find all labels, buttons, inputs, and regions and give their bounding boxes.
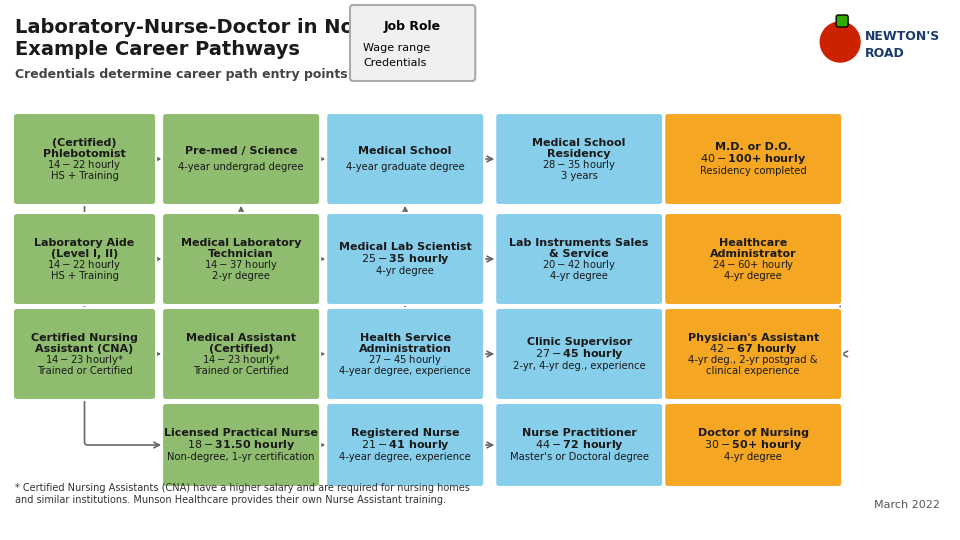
FancyBboxPatch shape bbox=[162, 213, 320, 305]
Text: M.D. or D.O.: M.D. or D.O. bbox=[715, 142, 791, 152]
Text: Licensed Practical Nurse: Licensed Practical Nurse bbox=[164, 428, 318, 438]
Text: 4-yr degree: 4-yr degree bbox=[550, 271, 608, 281]
Text: $21 - $41 hourly: $21 - $41 hourly bbox=[361, 438, 449, 452]
Text: Job Role: Job Role bbox=[384, 20, 442, 33]
Text: $18 - $31.50 hourly: $18 - $31.50 hourly bbox=[187, 438, 296, 452]
FancyBboxPatch shape bbox=[162, 403, 320, 487]
Text: 2-yr degree: 2-yr degree bbox=[212, 271, 270, 281]
Text: HS + Training: HS + Training bbox=[51, 271, 118, 281]
Text: Wage range: Wage range bbox=[363, 43, 430, 53]
Text: Medical School: Medical School bbox=[533, 138, 626, 148]
FancyBboxPatch shape bbox=[326, 113, 484, 205]
Text: 4-yr deg., 2-yr postgrad &: 4-yr deg., 2-yr postgrad & bbox=[688, 355, 818, 365]
Text: HS + Training: HS + Training bbox=[51, 171, 118, 181]
Text: Non-degree, 1-yr certification: Non-degree, 1-yr certification bbox=[167, 452, 315, 462]
Text: Residency: Residency bbox=[547, 149, 611, 159]
FancyBboxPatch shape bbox=[326, 308, 484, 400]
Text: (Certified): (Certified) bbox=[209, 344, 274, 354]
Text: Pre-med / Science: Pre-med / Science bbox=[185, 146, 298, 156]
Text: 4-yr degree: 4-yr degree bbox=[724, 271, 782, 281]
Text: 4-year undergrad degree: 4-year undergrad degree bbox=[179, 162, 304, 172]
Text: $25 - $35 hourly: $25 - $35 hourly bbox=[361, 252, 449, 266]
Text: $42 - $67 hourly: $42 - $67 hourly bbox=[708, 342, 798, 356]
Text: Trained or Certified: Trained or Certified bbox=[193, 366, 289, 376]
FancyBboxPatch shape bbox=[350, 5, 475, 81]
Text: Clinic Supervisor: Clinic Supervisor bbox=[526, 337, 632, 347]
Text: Example Career Pathways: Example Career Pathways bbox=[15, 40, 300, 59]
Text: Nurse Practitioner: Nurse Practitioner bbox=[521, 428, 636, 438]
FancyBboxPatch shape bbox=[664, 213, 842, 305]
Text: Residency completed: Residency completed bbox=[700, 166, 806, 176]
Text: Medical School: Medical School bbox=[358, 146, 452, 156]
Text: Certified Nursing: Certified Nursing bbox=[31, 333, 138, 343]
Text: 3 years: 3 years bbox=[561, 171, 598, 181]
Text: Assistant (CNA): Assistant (CNA) bbox=[36, 344, 133, 354]
Text: Master's or Doctoral degree: Master's or Doctoral degree bbox=[510, 452, 649, 462]
Text: March 2022: March 2022 bbox=[874, 500, 940, 510]
Circle shape bbox=[820, 22, 860, 62]
Text: 4-year degree, experience: 4-year degree, experience bbox=[339, 366, 471, 376]
Text: Medical Lab Scientist: Medical Lab Scientist bbox=[339, 242, 471, 252]
Text: Administration: Administration bbox=[359, 344, 451, 354]
Text: Healthcare: Healthcare bbox=[719, 238, 787, 248]
Text: $14 - $23 hourly*: $14 - $23 hourly* bbox=[45, 353, 124, 367]
FancyBboxPatch shape bbox=[12, 113, 156, 205]
Text: $40 - $100+ hourly: $40 - $100+ hourly bbox=[700, 152, 806, 166]
Text: $14 - $22 hourly: $14 - $22 hourly bbox=[47, 158, 122, 172]
Text: $27 - $45 hourly: $27 - $45 hourly bbox=[368, 353, 443, 367]
FancyBboxPatch shape bbox=[495, 113, 663, 205]
FancyBboxPatch shape bbox=[664, 308, 842, 400]
FancyBboxPatch shape bbox=[162, 113, 320, 205]
Text: $27 - $45 hourly: $27 - $45 hourly bbox=[535, 347, 624, 361]
Text: $30 - $50+ hourly: $30 - $50+ hourly bbox=[704, 438, 803, 452]
FancyBboxPatch shape bbox=[495, 213, 663, 305]
Text: & Service: & Service bbox=[549, 249, 609, 259]
Text: Credentials determine career path entry points: Credentials determine career path entry … bbox=[15, 68, 348, 81]
Text: Phlebotomist: Phlebotomist bbox=[43, 149, 126, 159]
Text: Doctor of Nursing: Doctor of Nursing bbox=[698, 428, 808, 438]
Text: Laboratory Aide: Laboratory Aide bbox=[35, 238, 134, 248]
Text: $28 - $35 hourly: $28 - $35 hourly bbox=[542, 158, 616, 172]
Text: Registered Nurse: Registered Nurse bbox=[351, 428, 460, 438]
Text: * Certified Nursing Assistants (CNA) have a higher salary and are required for n: * Certified Nursing Assistants (CNA) hav… bbox=[15, 483, 469, 504]
FancyBboxPatch shape bbox=[495, 403, 663, 487]
Text: Credentials: Credentials bbox=[363, 58, 426, 68]
Text: Medical Assistant: Medical Assistant bbox=[186, 333, 296, 343]
FancyBboxPatch shape bbox=[12, 308, 156, 400]
FancyBboxPatch shape bbox=[836, 15, 848, 27]
Text: clinical experience: clinical experience bbox=[707, 366, 800, 376]
Text: (Level I, II): (Level I, II) bbox=[51, 249, 118, 259]
Text: Trained or Certified: Trained or Certified bbox=[36, 366, 132, 376]
Text: $44 - $72 hourly: $44 - $72 hourly bbox=[535, 438, 624, 452]
Text: Medical Laboratory: Medical Laboratory bbox=[180, 238, 301, 248]
FancyBboxPatch shape bbox=[326, 213, 484, 305]
Text: NEWTON'S
ROAD: NEWTON'S ROAD bbox=[865, 30, 940, 60]
Text: Laboratory-Nurse-Doctor in Northwest MI: Laboratory-Nurse-Doctor in Northwest MI bbox=[15, 18, 472, 37]
FancyBboxPatch shape bbox=[664, 113, 842, 205]
FancyBboxPatch shape bbox=[12, 213, 156, 305]
Text: $20 - $42 hourly: $20 - $42 hourly bbox=[542, 258, 616, 272]
Text: $14 - $37 hourly: $14 - $37 hourly bbox=[204, 258, 278, 272]
Text: $14 - $23 hourly*: $14 - $23 hourly* bbox=[202, 353, 280, 367]
Text: Health Service: Health Service bbox=[360, 333, 451, 343]
Text: 4-yr degree: 4-yr degree bbox=[376, 266, 434, 276]
Text: $14 - $22 hourly: $14 - $22 hourly bbox=[47, 258, 122, 272]
Text: 2-yr, 4-yr deg., experience: 2-yr, 4-yr deg., experience bbox=[513, 361, 645, 371]
Text: Physician's Assistant: Physician's Assistant bbox=[687, 333, 819, 343]
Text: Lab Instruments Sales: Lab Instruments Sales bbox=[510, 238, 649, 248]
FancyBboxPatch shape bbox=[162, 308, 320, 400]
Text: Technician: Technician bbox=[208, 249, 274, 259]
Text: (Certified): (Certified) bbox=[52, 138, 117, 148]
Text: $24 - $60+ hourly: $24 - $60+ hourly bbox=[712, 258, 795, 272]
Text: 4-yr degree: 4-yr degree bbox=[724, 452, 782, 462]
Text: 4-year graduate degree: 4-year graduate degree bbox=[346, 162, 465, 172]
FancyBboxPatch shape bbox=[495, 308, 663, 400]
Text: 4-year degree, experience: 4-year degree, experience bbox=[339, 452, 471, 462]
FancyBboxPatch shape bbox=[664, 403, 842, 487]
FancyBboxPatch shape bbox=[326, 403, 484, 487]
Text: Administrator: Administrator bbox=[709, 249, 797, 259]
